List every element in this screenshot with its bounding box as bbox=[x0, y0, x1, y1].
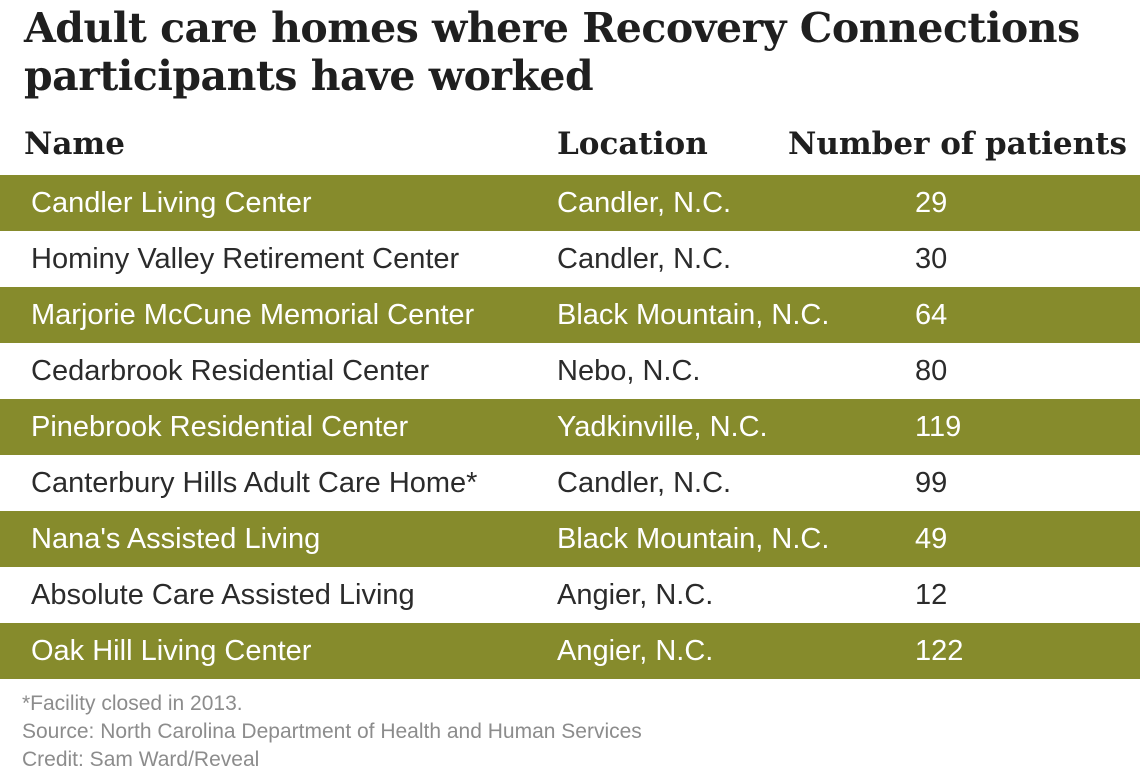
cell-name: Candler Living Center bbox=[31, 187, 312, 219]
table-header: Name Location Number of patients bbox=[0, 118, 1140, 174]
cell-location: Black Mountain, N.C. bbox=[557, 523, 830, 555]
table-row: Nana's Assisted Living Black Mountain, N… bbox=[0, 511, 1140, 567]
cell-name: Hominy Valley Retirement Center bbox=[31, 243, 460, 275]
cell-name: Nana's Assisted Living bbox=[31, 523, 321, 555]
cell-patients: 30 bbox=[915, 243, 948, 275]
footnote: *Facility closed in 2013. bbox=[22, 692, 243, 715]
footer-notes: *Facility closed in 2013. Source: North … bbox=[22, 690, 642, 774]
table-row: Cedarbrook Residential Center Nebo, N.C.… bbox=[0, 343, 1140, 399]
column-header-name: Name bbox=[24, 126, 125, 162]
table-row: Candler Living Center Candler, N.C. 29 bbox=[0, 175, 1140, 231]
page-title: Adult care homes where Recovery Connecti… bbox=[24, 4, 1080, 100]
cell-location: Nebo, N.C. bbox=[557, 355, 701, 387]
cell-patients: 29 bbox=[915, 187, 948, 219]
cell-location: Candler, N.C. bbox=[557, 187, 732, 219]
cell-name: Marjorie McCune Memorial Center bbox=[31, 299, 475, 331]
table-row: Pinebrook Residential Center Yadkinville… bbox=[0, 399, 1140, 455]
cell-location: Candler, N.C. bbox=[557, 243, 732, 275]
cell-location: Angier, N.C. bbox=[557, 635, 714, 667]
cell-location: Yadkinville, N.C. bbox=[557, 411, 768, 443]
cell-patients: 12 bbox=[915, 579, 948, 611]
cell-patients: 49 bbox=[915, 523, 948, 555]
table-row: Hominy Valley Retirement Center Candler,… bbox=[0, 231, 1140, 287]
cell-name: Oak Hill Living Center bbox=[31, 635, 312, 667]
table-row: Marjorie McCune Memorial Center Black Mo… bbox=[0, 287, 1140, 343]
column-header-location: Location bbox=[557, 126, 708, 162]
cell-patients: 80 bbox=[915, 355, 948, 387]
cell-location: Candler, N.C. bbox=[557, 467, 732, 499]
cell-patients: 99 bbox=[915, 467, 948, 499]
cell-patients: 119 bbox=[915, 411, 962, 443]
care-homes-table: Candler Living Center Candler, N.C. 29 H… bbox=[0, 175, 1140, 679]
cell-name: Cedarbrook Residential Center bbox=[31, 355, 430, 387]
table-row: Oak Hill Living Center Angier, N.C. 122 bbox=[0, 623, 1140, 679]
cell-patients: 122 bbox=[915, 635, 964, 667]
cell-name: Absolute Care Assisted Living bbox=[31, 579, 415, 611]
cell-location: Black Mountain, N.C. bbox=[557, 299, 830, 331]
table-row: Absolute Care Assisted Living Angier, N.… bbox=[0, 567, 1140, 623]
table-row: Canterbury Hills Adult Care Home* Candle… bbox=[0, 455, 1140, 511]
cell-patients: 64 bbox=[915, 299, 948, 331]
credit-note: Credit: Sam Ward/Reveal bbox=[22, 748, 260, 771]
cell-name: Pinebrook Residential Center bbox=[31, 411, 409, 443]
cell-name: Canterbury Hills Adult Care Home* bbox=[31, 467, 478, 499]
column-header-patients: Number of patients bbox=[788, 126, 1127, 162]
source-note: Source: North Carolina Department of Hea… bbox=[22, 720, 642, 743]
cell-location: Angier, N.C. bbox=[557, 579, 714, 611]
